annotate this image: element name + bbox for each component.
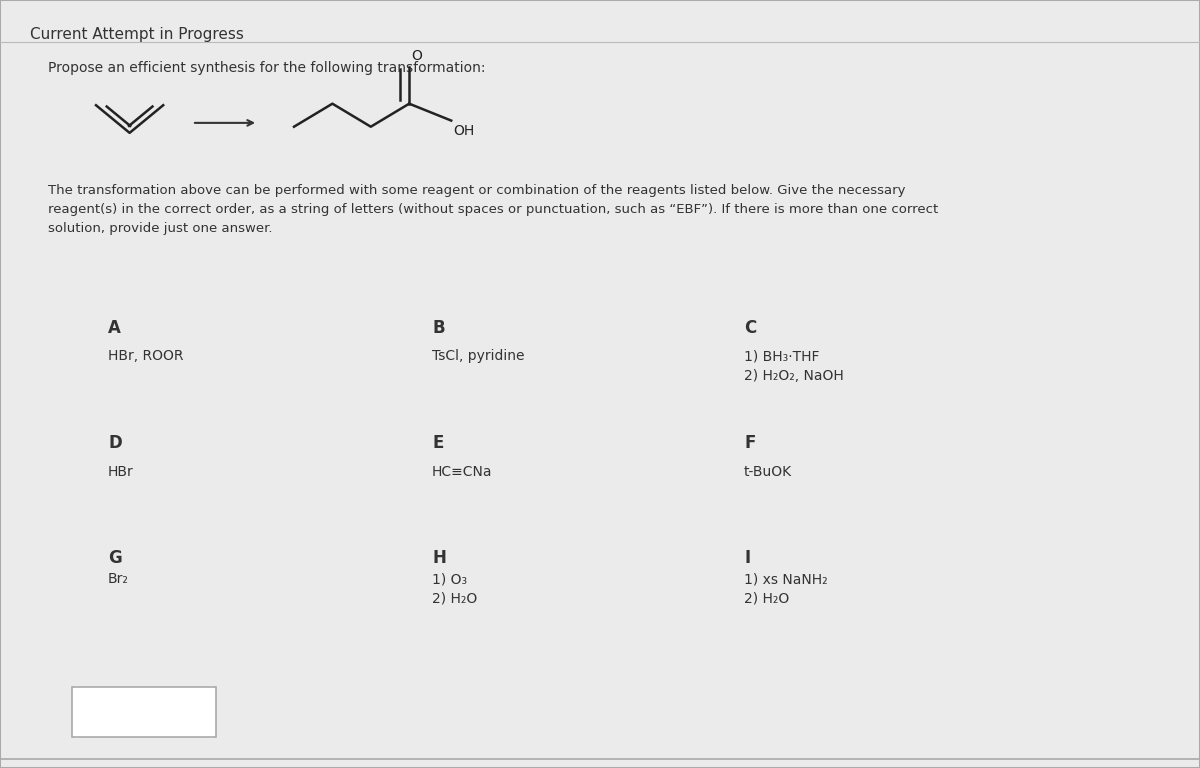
Text: G: G [108, 549, 121, 567]
Text: D: D [108, 434, 121, 452]
Text: TsCl, pyridine: TsCl, pyridine [432, 349, 524, 363]
Text: 1) O₃
2) H₂O: 1) O₃ 2) H₂O [432, 572, 478, 606]
Text: OH: OH [454, 124, 475, 137]
Text: 1) BH₃·THF
2) H₂O₂, NaOH: 1) BH₃·THF 2) H₂O₂, NaOH [744, 349, 844, 383]
Text: HBr, ROOR: HBr, ROOR [108, 349, 184, 363]
Text: HBr: HBr [108, 465, 133, 478]
Text: The transformation above can be performed with some reagent or combination of th: The transformation above can be performe… [48, 184, 938, 235]
Text: O: O [412, 49, 422, 63]
Text: Current Attempt in Progress: Current Attempt in Progress [30, 27, 244, 42]
Text: B: B [432, 319, 445, 336]
Text: HC≡CNa: HC≡CNa [432, 465, 492, 478]
Text: F: F [744, 434, 755, 452]
Text: E: E [432, 434, 443, 452]
Text: Br₂: Br₂ [108, 572, 128, 586]
Text: H: H [432, 549, 446, 567]
Text: C: C [744, 319, 756, 336]
Text: I: I [744, 549, 750, 567]
Text: t-BuOK: t-BuOK [744, 465, 792, 478]
Text: A: A [108, 319, 121, 336]
FancyBboxPatch shape [72, 687, 216, 737]
Text: 1) xs NaNH₂
2) H₂O: 1) xs NaNH₂ 2) H₂O [744, 572, 828, 606]
Text: Propose an efficient synthesis for the following transformation:: Propose an efficient synthesis for the f… [48, 61, 486, 75]
